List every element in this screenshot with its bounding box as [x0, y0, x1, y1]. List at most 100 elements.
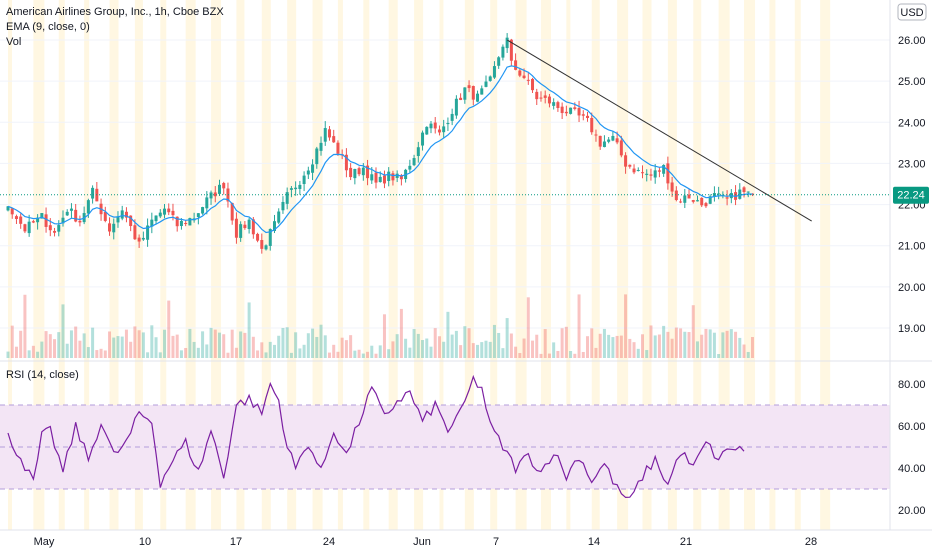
chart-title: American Airlines Group, Inc., 1h, Cboe … [6, 6, 224, 18]
volume-bar [526, 297, 530, 358]
volume-bar [302, 344, 306, 358]
volume-bar [442, 341, 446, 358]
candle-body [425, 126, 429, 135]
candle-body [272, 221, 276, 232]
session-stripe [820, 0, 831, 530]
candle-body [65, 211, 69, 216]
volume-bar [683, 331, 687, 358]
candle-body [497, 57, 501, 66]
volume-bar [564, 326, 568, 358]
volume-bar [218, 332, 221, 358]
candle-body [412, 158, 416, 166]
volume-bar [497, 332, 501, 358]
volume-bar [311, 328, 315, 358]
volume-bar [14, 346, 18, 358]
currency-badge[interactable] [897, 3, 927, 21]
rsi-band [0, 404, 890, 490]
session-stripe [617, 0, 629, 530]
time-axis[interactable]: May 10 17 24 Jun 7 14 21 28 [34, 536, 818, 548]
volume-bar [539, 353, 543, 358]
candle-body [746, 191, 750, 193]
volume-bar [607, 334, 611, 358]
volume-bar [323, 335, 327, 358]
candle-body [488, 76, 492, 81]
candle-body [323, 128, 327, 142]
candle-body [645, 173, 649, 175]
session-stripe [718, 0, 730, 530]
rsi-axis[interactable]: 80.00 60.00 40.00 20.00 [898, 379, 926, 517]
volume-bar [577, 294, 581, 358]
volume-bar [327, 352, 331, 358]
volume-bar [382, 314, 386, 358]
volume-bar [729, 329, 733, 358]
session-stripe [312, 0, 323, 530]
volume-bar [285, 327, 289, 358]
candle-body [36, 217, 40, 223]
volume-bar [649, 325, 653, 358]
volume-bar [518, 353, 522, 358]
volume-bar [171, 335, 175, 358]
candle-body [399, 175, 403, 180]
volume-bar [340, 337, 344, 358]
candle-body [501, 46, 505, 58]
candle-body [459, 97, 463, 101]
candle-body [239, 224, 243, 238]
candle-body [179, 220, 183, 226]
volume-bar [556, 350, 560, 358]
candle-body [586, 115, 590, 118]
candle-body [738, 189, 742, 199]
volume-bar [717, 353, 721, 358]
candle-body [514, 60, 518, 70]
volume-bar [505, 318, 509, 358]
volume-bar [628, 338, 632, 358]
volume-bar [357, 349, 361, 358]
session-stripe [8, 0, 12, 530]
volume-bar [573, 353, 577, 358]
candle-body [344, 154, 348, 171]
time-tick-label: 21 [680, 536, 692, 548]
candle-body [256, 233, 260, 241]
candle-body [14, 216, 18, 219]
candle-body [450, 113, 454, 121]
candle-body [120, 210, 124, 219]
trendline[interactable] [506, 39, 812, 222]
candle-body [442, 126, 446, 133]
candle-body [408, 165, 412, 170]
candle-body [429, 123, 433, 129]
volume-bar [150, 325, 154, 358]
candle-body [594, 134, 598, 136]
candle-body [395, 173, 399, 178]
volume-bar [746, 351, 750, 358]
volume-bar [395, 334, 399, 358]
volume-bar [433, 328, 437, 358]
volume-bar [281, 327, 285, 358]
volume-bar [687, 332, 691, 358]
rsi-tick-label: 20.00 [898, 505, 926, 517]
volume-bar [19, 330, 23, 358]
session-stripe [134, 0, 143, 530]
volume-bar [179, 350, 183, 358]
volume-bar [78, 340, 82, 358]
candle-body [619, 140, 623, 156]
last-price-tag [893, 186, 929, 204]
volume-bar [492, 324, 496, 358]
volume-bar [201, 331, 205, 358]
candle-body [628, 164, 632, 167]
session-stripe [744, 0, 756, 530]
volume-bar [480, 342, 484, 358]
volume-bar [657, 334, 661, 358]
volume-bar [264, 352, 268, 358]
candle-body [467, 85, 471, 89]
candle-body [615, 138, 619, 143]
volume-bar [349, 335, 353, 358]
volume-bar [61, 304, 65, 358]
candle-body [683, 195, 687, 203]
candle-body [150, 219, 154, 227]
candle-body [543, 95, 547, 98]
volume-bar [501, 348, 505, 358]
candle-body [366, 165, 370, 179]
candle-body [484, 81, 488, 87]
candle-body [560, 106, 564, 114]
